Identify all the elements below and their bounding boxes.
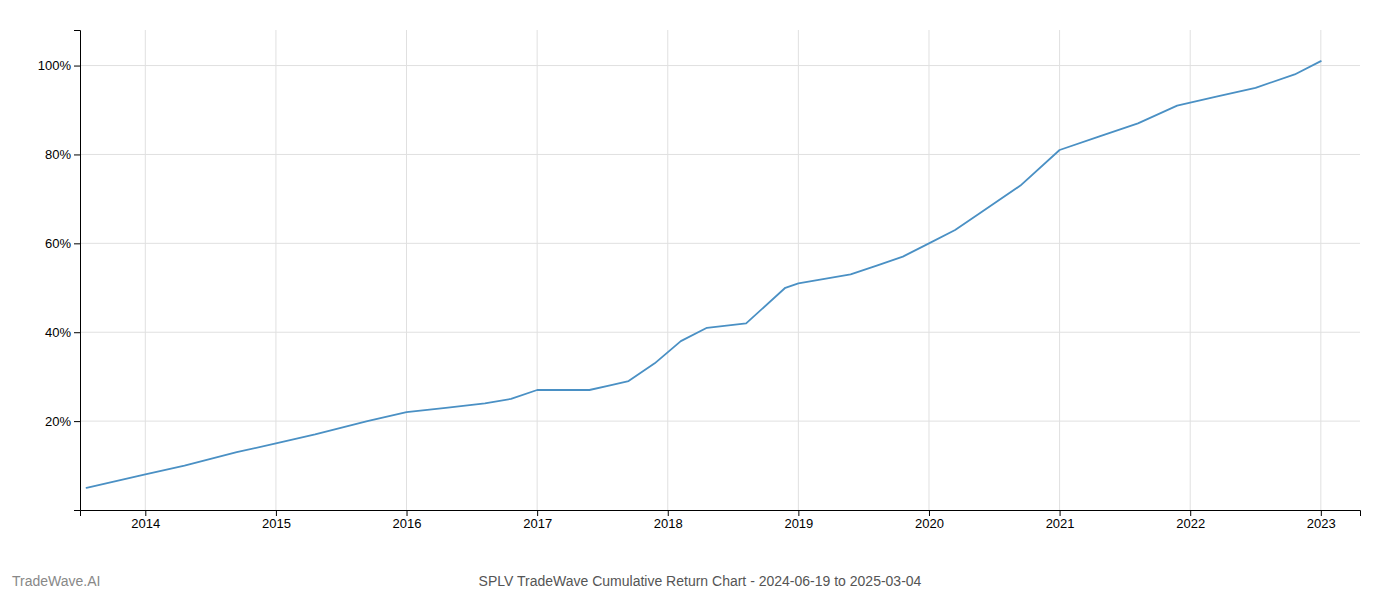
grid-line xyxy=(928,30,929,510)
tick-label: 2014 xyxy=(131,516,160,531)
plot-area xyxy=(87,61,1321,488)
grid-line xyxy=(798,30,799,510)
tick-label: 2017 xyxy=(523,516,552,531)
grid-line xyxy=(80,332,1360,333)
tick-label: 80% xyxy=(45,147,71,162)
x-axis: 2014 2015 2016 2017 2018 2019 2020 2021 2022 2023 xyxy=(81,510,1361,531)
tick: 2014 xyxy=(131,510,160,531)
tick-mark xyxy=(74,421,80,422)
tick-mark xyxy=(1321,510,1322,516)
tick-label: 2021 xyxy=(1046,516,1075,531)
grid-line xyxy=(145,30,146,510)
tick: 20% xyxy=(45,414,80,429)
grid-line xyxy=(275,30,276,510)
tick-mark xyxy=(1190,510,1191,516)
tick: 100% xyxy=(38,58,80,73)
tick-label: 2022 xyxy=(1176,516,1205,531)
tick: 40% xyxy=(45,325,80,340)
tick-label: 60% xyxy=(45,236,71,251)
tick-mark xyxy=(74,243,80,244)
tick: 2021 xyxy=(1046,510,1075,531)
chart: 2014 2015 2016 2017 2018 2019 2020 2021 2022 2023… xyxy=(0,0,1400,600)
tick-mark xyxy=(74,154,80,155)
tick-mark xyxy=(145,510,146,516)
tick-mark xyxy=(407,510,408,516)
tick-mark xyxy=(276,510,277,516)
tick-label: 20% xyxy=(45,414,71,429)
tick: 2017 xyxy=(523,510,552,531)
tick: 2019 xyxy=(784,510,813,531)
grid-line xyxy=(537,30,538,510)
grid-line xyxy=(1320,30,1321,510)
tick-label: 2020 xyxy=(915,516,944,531)
tick: 2023 xyxy=(1307,510,1336,531)
axis-line xyxy=(74,31,81,511)
tick-label: 40% xyxy=(45,325,71,340)
grid-line xyxy=(667,30,668,510)
grid-line xyxy=(80,154,1360,155)
grid-line xyxy=(80,65,1360,66)
watermark: TradeWave.AI xyxy=(12,573,100,589)
tick-mark xyxy=(1060,510,1061,516)
tick: 2016 xyxy=(393,510,422,531)
title: SPLV TradeWave Cumulative Return Chart -… xyxy=(479,573,922,589)
grid-line xyxy=(80,421,1360,422)
grid-line xyxy=(1059,30,1060,510)
tick-mark xyxy=(798,510,799,516)
tick-label: 2023 xyxy=(1307,516,1336,531)
tick-label: 2016 xyxy=(393,516,422,531)
tick: 2018 xyxy=(654,510,683,531)
tick-label: 2015 xyxy=(262,516,291,531)
grid-line xyxy=(406,30,407,510)
tick: 2022 xyxy=(1176,510,1205,531)
tick-label: 100% xyxy=(38,58,72,73)
tick: 2015 xyxy=(262,510,291,531)
axis-line xyxy=(81,511,1361,517)
line xyxy=(87,61,1321,488)
grid xyxy=(80,30,1360,510)
tick-label: 2018 xyxy=(654,516,683,531)
tick-mark xyxy=(929,510,930,516)
tick-mark xyxy=(74,66,80,67)
tick-label: 2019 xyxy=(784,516,813,531)
y-axis: 20% 40% 60% 80% 100% xyxy=(38,31,81,511)
tick-mark xyxy=(668,510,669,516)
tick-mark xyxy=(537,510,538,516)
tick: 60% xyxy=(45,236,80,251)
tick: 2020 xyxy=(915,510,944,531)
grid-line xyxy=(80,243,1360,244)
tick-mark xyxy=(74,332,80,333)
tick: 80% xyxy=(45,147,80,162)
